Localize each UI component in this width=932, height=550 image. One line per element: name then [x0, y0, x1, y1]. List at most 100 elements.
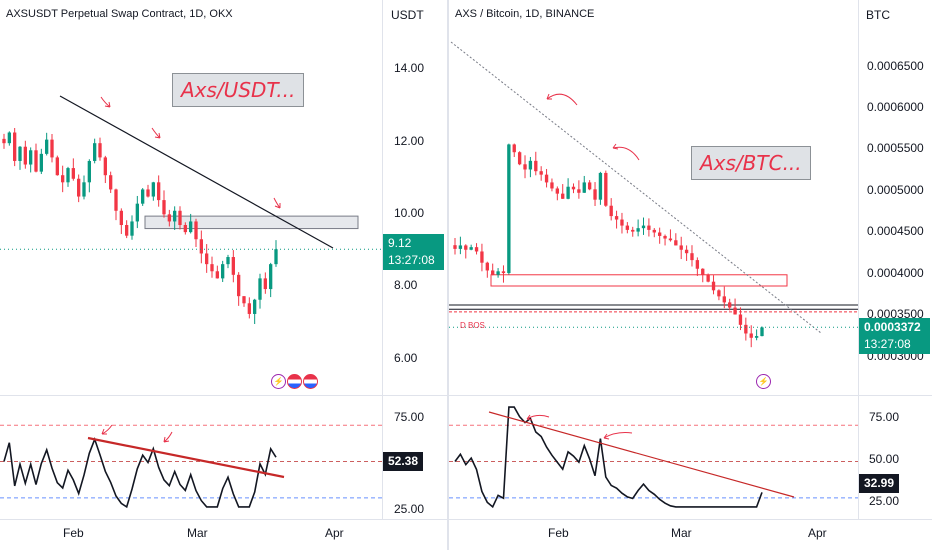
candle: [98, 143, 102, 158]
candle: [512, 144, 516, 153]
candle: [23, 146, 27, 165]
candle: [496, 271, 500, 275]
candle: [717, 290, 721, 297]
candle: [269, 264, 273, 290]
candle: [690, 253, 694, 261]
rsi-tick: 75.00: [394, 410, 425, 424]
candle: [50, 139, 54, 158]
candle: [39, 153, 43, 172]
annotation-arrow: [612, 143, 640, 161]
price-tick: 6.00: [394, 351, 418, 365]
candle: [701, 268, 705, 275]
rsi-value-tag: 52.38: [383, 452, 424, 471]
left-chart-canvas[interactable]: [0, 0, 448, 550]
candle: [146, 189, 150, 197]
candle: [226, 257, 230, 265]
candle: [242, 296, 246, 304]
candle: [738, 314, 743, 325]
axis-separator: [382, 0, 383, 520]
candle: [749, 333, 753, 338]
candle: [29, 150, 33, 165]
candle: [480, 251, 484, 263]
candle: [2, 138, 6, 144]
candle: [652, 229, 656, 233]
price-tick: 12.00: [394, 134, 425, 148]
lightning-icon[interactable]: ⚡: [756, 374, 771, 389]
rsi-tick: 75.00: [869, 410, 900, 424]
candle: [474, 247, 479, 252]
event-icons[interactable]: ⚡: [756, 374, 771, 389]
candle: [598, 172, 603, 200]
price-tick: 0.0004500: [867, 224, 924, 238]
candle: [205, 253, 209, 265]
rsi-line: [3, 436, 277, 509]
pane-separator: [0, 395, 448, 396]
price-tick: 8.00: [394, 278, 418, 292]
candle: [631, 229, 635, 232]
candle: [77, 178, 81, 197]
candle: [571, 186, 576, 190]
candle: [711, 281, 716, 291]
candle: [469, 247, 473, 250]
annotation-arrow: [603, 432, 633, 440]
flag-icon[interactable]: ·: [303, 374, 318, 389]
candle: [464, 245, 468, 250]
candle: [199, 239, 203, 254]
candle: [636, 228, 640, 232]
rsi-tick: 50.00: [869, 452, 900, 466]
time-tick: Feb: [63, 526, 84, 540]
candle: [625, 225, 630, 230]
pane-separator: [449, 395, 932, 396]
candle: [614, 216, 619, 220]
candle: [491, 270, 495, 275]
panel-divider: [447, 0, 449, 550]
candle: [45, 139, 49, 154]
candle: [141, 189, 145, 204]
candle: [167, 214, 171, 222]
rsi-tick: 25.00: [869, 494, 900, 508]
candle: [130, 221, 134, 236]
candle: [760, 327, 764, 337]
candle: [674, 240, 678, 246]
price-tick: 0.0003500: [867, 307, 924, 321]
right-chart-canvas[interactable]: [449, 0, 932, 550]
candle: [125, 225, 129, 236]
annotation-arrow: [273, 197, 281, 209]
candle: [189, 221, 193, 233]
price-tick: 0.0005000: [867, 183, 924, 197]
flag-icon[interactable]: ·: [287, 374, 302, 389]
candle: [13, 132, 17, 161]
candle: [544, 174, 549, 183]
candle: [555, 188, 560, 194]
trend-line: [59, 95, 334, 249]
price-tick: 0.0004000: [867, 266, 924, 280]
annotation-note[interactable]: Axs/BTC...: [691, 146, 811, 180]
time-tick: Mar: [187, 526, 208, 540]
candle: [501, 271, 506, 274]
axis-separator: [858, 0, 859, 520]
candle: [18, 146, 22, 161]
right-chart-panel[interactable]: AXS / Bitcoin, 1D, BINANCE BTC 0.0006500…: [449, 0, 932, 550]
annotation-arrow: [100, 96, 111, 108]
candle: [114, 189, 118, 211]
lightning-icon[interactable]: ⚡: [271, 374, 286, 389]
candle: [247, 303, 251, 314]
event-icons[interactable]: ⚡ · ·: [271, 374, 318, 389]
time-tick: Apr: [325, 526, 344, 540]
candle: [728, 302, 732, 308]
candle: [135, 203, 139, 222]
left-chart-panel[interactable]: AXSUSDT Perpetual Swap Contract, 1D, OKX…: [0, 0, 448, 550]
price-tick: 14.00: [394, 61, 425, 75]
candle: [162, 200, 166, 215]
candle: [258, 278, 262, 300]
candle: [733, 307, 737, 315]
current-price: 9.12: [388, 236, 412, 250]
rsi-trend-line: [87, 436, 285, 479]
candle: [263, 278, 267, 290]
candle: [550, 182, 554, 189]
candle: [253, 299, 257, 314]
candle: [173, 210, 177, 222]
candle: [577, 189, 581, 193]
annotation-arrow: [526, 414, 550, 421]
annotation-note[interactable]: Axs/USDT...: [172, 73, 305, 107]
